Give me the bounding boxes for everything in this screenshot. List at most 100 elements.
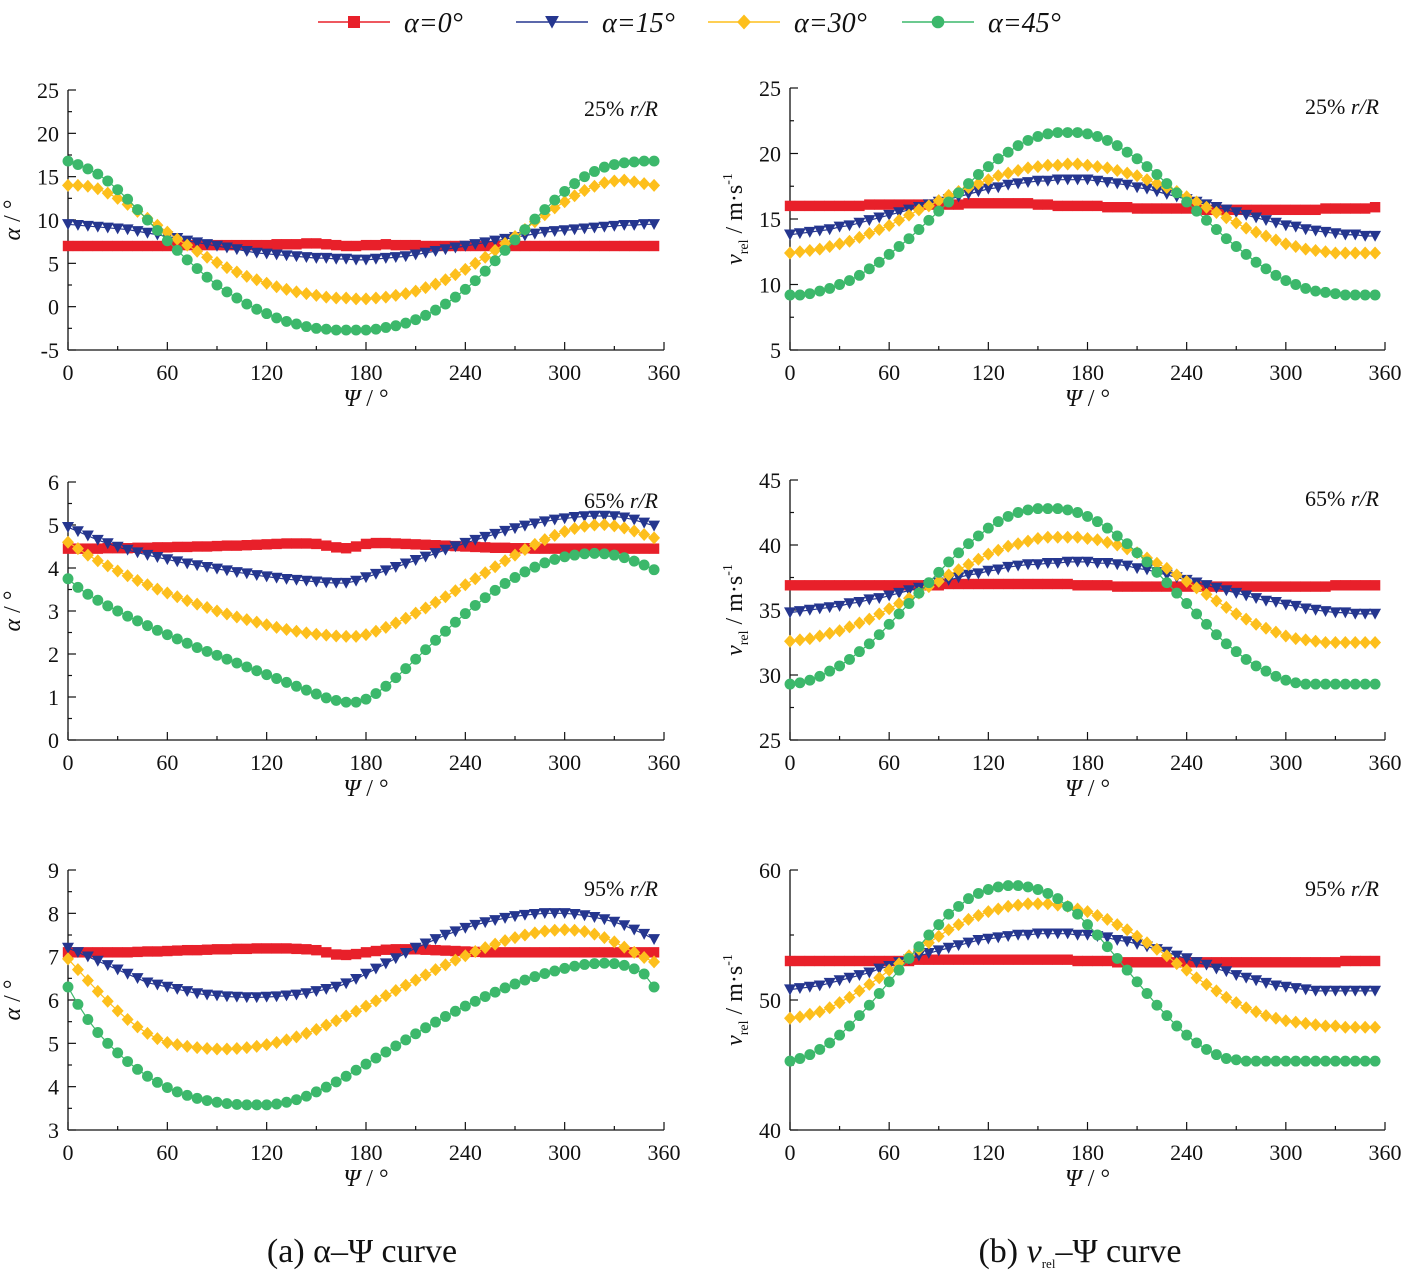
data-point — [1369, 1020, 1382, 1034]
data-point — [588, 912, 601, 923]
data-point — [1310, 678, 1322, 690]
data-point — [499, 542, 511, 553]
data-point — [1240, 1001, 1253, 1015]
data-point — [399, 948, 412, 959]
data-point — [91, 534, 104, 546]
data-point — [608, 220, 621, 232]
data-point — [1112, 202, 1123, 213]
y-tick-label: 0 — [48, 728, 59, 753]
x-tick-label: 120 — [972, 1140, 1005, 1165]
data-point — [1141, 161, 1153, 173]
data-point — [824, 955, 835, 967]
data-point — [1339, 985, 1352, 997]
data-point — [360, 254, 372, 266]
data-point — [648, 178, 661, 192]
data-point — [389, 288, 402, 302]
data-point — [814, 580, 825, 591]
data-point — [588, 518, 601, 532]
data-point — [923, 954, 935, 965]
data-point — [449, 242, 462, 254]
data-point — [369, 291, 382, 305]
data-point — [992, 153, 1004, 165]
x-axis-label-symbol: Ψ — [343, 776, 362, 802]
data-point — [794, 289, 806, 301]
x-tick-label: 300 — [548, 750, 581, 775]
x-tick-label: 360 — [1369, 1140, 1402, 1165]
data-point — [1061, 928, 1074, 940]
data-point — [220, 565, 233, 577]
data-point — [62, 952, 74, 966]
data-point — [1150, 942, 1163, 956]
data-point — [1150, 177, 1163, 191]
data-point — [1022, 897, 1034, 911]
data-point — [559, 551, 571, 563]
data-point — [1319, 636, 1332, 649]
data-point — [389, 616, 402, 630]
series-3 — [784, 880, 1381, 1067]
data-point — [609, 240, 620, 252]
panel-annotation: 95% r/R — [1305, 876, 1380, 901]
data-point — [320, 692, 332, 704]
data-point — [628, 524, 641, 538]
data-point — [1289, 600, 1302, 612]
data-point — [350, 575, 363, 587]
x-axis-label: Ψ / ° — [343, 386, 388, 412]
data-point — [1240, 248, 1252, 260]
data-point — [609, 947, 620, 958]
data-point — [182, 541, 193, 553]
data-point — [1320, 286, 1331, 298]
data-point — [834, 955, 845, 967]
data-point — [1091, 533, 1104, 547]
data-point — [300, 1090, 312, 1102]
data-point — [191, 237, 204, 249]
data-point — [1309, 225, 1322, 237]
panel-annotation-rR: r/R — [1351, 876, 1380, 901]
data-point — [923, 929, 935, 941]
data-point — [1141, 581, 1153, 592]
data-point — [1012, 178, 1025, 190]
data-point — [519, 224, 531, 235]
data-point — [518, 520, 531, 532]
data-point — [804, 955, 816, 967]
data-point — [863, 967, 876, 979]
data-point — [479, 941, 492, 955]
series-1 — [62, 510, 661, 589]
data-point — [82, 240, 94, 252]
data-point — [1180, 574, 1193, 588]
data-point — [1111, 164, 1124, 178]
y-tick-label: 40 — [759, 1118, 781, 1143]
data-point — [548, 908, 561, 920]
data-point — [1220, 585, 1233, 597]
data-point — [1240, 204, 1252, 216]
data-point — [953, 954, 964, 965]
data-point — [972, 186, 985, 198]
data-point — [784, 200, 796, 212]
data-point — [843, 990, 856, 1004]
data-point — [111, 223, 124, 235]
data-point — [589, 166, 600, 177]
data-point — [1160, 188, 1173, 200]
data-point — [1101, 932, 1114, 944]
x-axis-label-symbol: Ψ — [343, 386, 362, 412]
x-axis-label-unit: / ° — [360, 776, 388, 802]
data-point — [1151, 999, 1163, 1011]
data-point — [638, 517, 651, 529]
series-3 — [784, 503, 1381, 690]
data-point — [1002, 880, 1014, 892]
y-axis-label-exp: -1 — [721, 954, 736, 966]
data-point — [1091, 929, 1103, 941]
data-point — [201, 271, 213, 283]
data-point — [1141, 988, 1153, 999]
data-point — [1300, 204, 1311, 216]
y-tick-label: 15 — [37, 165, 59, 190]
data-point — [568, 224, 581, 236]
data-point — [92, 947, 103, 958]
data-point — [648, 531, 661, 545]
data-point — [211, 563, 223, 575]
data-point — [648, 934, 661, 946]
data-point — [549, 240, 560, 252]
data-point — [608, 159, 620, 170]
data-point — [469, 995, 481, 1007]
data-point — [111, 964, 124, 976]
data-point — [1269, 597, 1282, 608]
